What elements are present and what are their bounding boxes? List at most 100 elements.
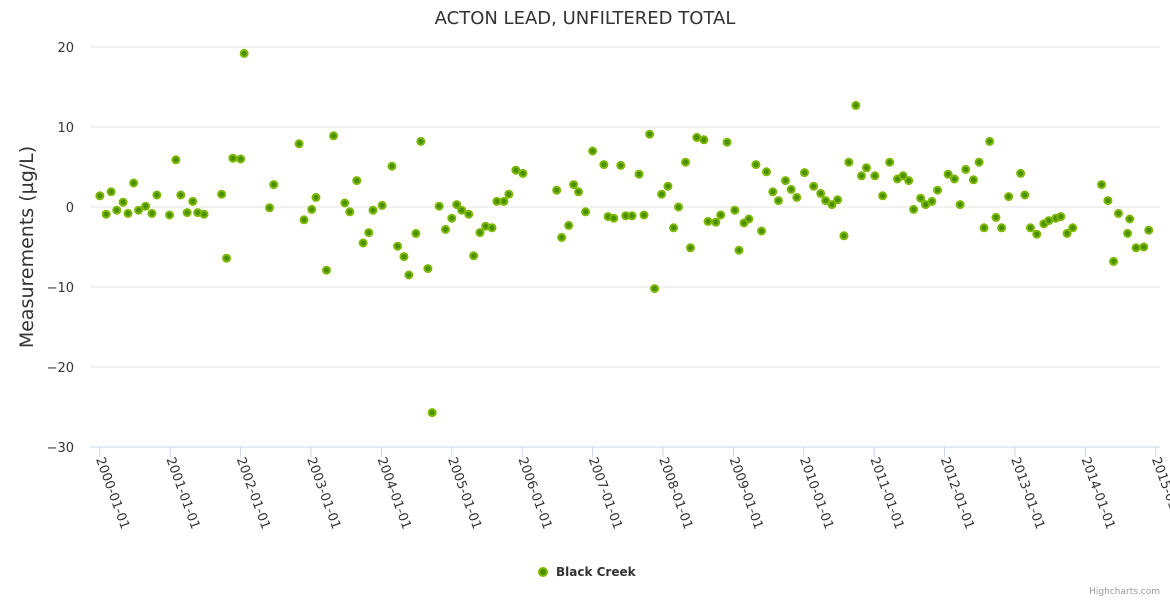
data-point[interactable] bbox=[368, 205, 378, 215]
data-point[interactable] bbox=[857, 171, 867, 181]
data-point[interactable] bbox=[773, 196, 783, 206]
data-point[interactable] bbox=[499, 196, 509, 206]
data-point[interactable] bbox=[399, 252, 409, 262]
data-point[interactable] bbox=[730, 205, 740, 215]
data-point[interactable] bbox=[844, 157, 854, 167]
data-point[interactable] bbox=[1125, 214, 1135, 224]
data-point[interactable] bbox=[716, 210, 726, 220]
data-point[interactable] bbox=[904, 176, 914, 186]
data-point[interactable] bbox=[792, 192, 802, 202]
data-point[interactable] bbox=[165, 210, 175, 220]
data-point[interactable] bbox=[475, 228, 485, 238]
data-point[interactable] bbox=[699, 135, 709, 145]
data-point[interactable] bbox=[469, 251, 479, 261]
data-point[interactable] bbox=[564, 220, 574, 230]
data-point[interactable] bbox=[307, 204, 317, 214]
data-point[interactable] bbox=[685, 243, 695, 253]
data-point[interactable] bbox=[518, 168, 528, 178]
data-point[interactable] bbox=[129, 178, 139, 188]
data-point[interactable] bbox=[669, 223, 679, 233]
data-point[interactable] bbox=[1020, 190, 1030, 200]
data-point[interactable] bbox=[722, 137, 732, 147]
data-point[interactable] bbox=[452, 200, 462, 210]
data-point[interactable] bbox=[933, 185, 943, 195]
data-point[interactable] bbox=[816, 188, 826, 198]
data-point[interactable] bbox=[627, 211, 637, 221]
data-point[interactable] bbox=[870, 171, 880, 181]
data-point[interactable] bbox=[1025, 223, 1035, 233]
data-point[interactable] bbox=[228, 153, 238, 163]
data-point[interactable] bbox=[265, 203, 275, 213]
data-point[interactable] bbox=[1139, 242, 1149, 252]
data-point[interactable] bbox=[147, 208, 157, 218]
data-point[interactable] bbox=[768, 187, 778, 197]
data-point[interactable] bbox=[118, 197, 128, 207]
data-point[interactable] bbox=[991, 212, 1001, 222]
data-point[interactable] bbox=[974, 157, 984, 167]
data-point[interactable] bbox=[821, 196, 831, 206]
data-point[interactable] bbox=[352, 176, 362, 186]
data-point[interactable] bbox=[734, 245, 744, 255]
legend-item-black-creek[interactable]: Black Creek bbox=[538, 565, 637, 579]
data-point[interactable] bbox=[861, 163, 871, 173]
data-point[interactable] bbox=[411, 228, 421, 238]
data-point[interactable] bbox=[681, 157, 691, 167]
data-point[interactable] bbox=[222, 253, 232, 263]
data-point[interactable] bbox=[1144, 225, 1154, 235]
data-point[interactable] bbox=[581, 207, 591, 217]
data-point[interactable] bbox=[294, 139, 304, 149]
data-point[interactable] bbox=[239, 48, 249, 58]
data-point[interactable] bbox=[182, 208, 192, 218]
data-point[interactable] bbox=[650, 284, 660, 294]
data-point[interactable] bbox=[1056, 212, 1066, 222]
data-point[interactable] bbox=[827, 200, 837, 210]
data-point[interactable] bbox=[112, 205, 122, 215]
data-point[interactable] bbox=[434, 201, 444, 211]
data-point[interactable] bbox=[711, 217, 721, 227]
data-point[interactable] bbox=[1016, 168, 1026, 178]
data-point[interactable] bbox=[123, 208, 133, 218]
data-point[interactable] bbox=[188, 196, 198, 206]
data-point[interactable] bbox=[364, 228, 374, 238]
data-point[interactable] bbox=[1109, 256, 1119, 266]
data-point[interactable] bbox=[703, 216, 713, 226]
data-point[interactable] bbox=[95, 191, 105, 201]
data-point[interactable] bbox=[134, 205, 144, 215]
data-point[interactable] bbox=[599, 160, 609, 170]
credits-link[interactable]: Highcharts.com bbox=[1089, 587, 1160, 597]
data-point[interactable] bbox=[979, 223, 989, 233]
data-point[interactable] bbox=[663, 181, 673, 191]
data-point[interactable] bbox=[1044, 216, 1054, 226]
data-point[interactable] bbox=[949, 174, 959, 184]
data-point[interactable] bbox=[674, 202, 683, 212]
data-point[interactable] bbox=[909, 204, 919, 214]
data-point[interactable] bbox=[609, 213, 619, 223]
data-point[interactable] bbox=[557, 232, 567, 242]
data-point[interactable] bbox=[440, 224, 450, 234]
data-point[interactable] bbox=[757, 226, 767, 236]
data-point[interactable] bbox=[377, 200, 387, 210]
data-point[interactable] bbox=[217, 189, 227, 199]
data-point[interactable] bbox=[955, 200, 965, 210]
data-point[interactable] bbox=[781, 176, 790, 186]
data-point[interactable] bbox=[786, 184, 796, 194]
data-point[interactable] bbox=[358, 238, 368, 248]
data-point[interactable] bbox=[141, 201, 151, 211]
data-point[interactable] bbox=[457, 205, 467, 215]
data-point[interactable] bbox=[898, 171, 908, 181]
data-point[interactable] bbox=[1062, 228, 1072, 238]
data-point[interactable] bbox=[269, 180, 279, 190]
data-point[interactable] bbox=[106, 187, 116, 197]
data-point[interactable] bbox=[487, 223, 497, 233]
data-point[interactable] bbox=[1068, 223, 1078, 233]
data-point[interactable] bbox=[447, 213, 457, 223]
data-point[interactable] bbox=[839, 231, 849, 241]
data-point[interactable] bbox=[101, 209, 111, 219]
data-point[interactable] bbox=[416, 136, 426, 146]
data-point[interactable] bbox=[1097, 180, 1107, 190]
data-point[interactable] bbox=[588, 146, 598, 156]
data-point[interactable] bbox=[851, 100, 861, 110]
data-point[interactable] bbox=[761, 167, 771, 177]
data-point[interactable] bbox=[885, 157, 895, 167]
data-point[interactable] bbox=[692, 132, 702, 142]
